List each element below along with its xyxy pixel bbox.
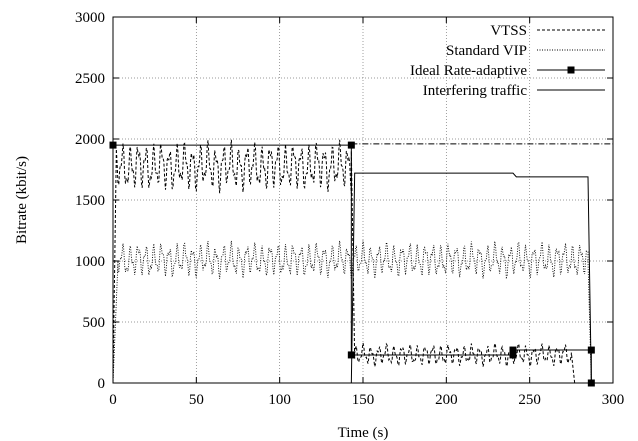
series-line-1 [112,240,592,384]
legend-label: Standard VIP [446,43,527,59]
y-axis-label: Bitrate (kbit/s) [14,156,30,244]
y-tick-label: 1000 [75,254,105,270]
y-tick-label: 500 [83,315,106,331]
legend-label: Ideal Rate-adaptive [410,63,527,79]
x-tick-label: 250 [518,392,541,408]
x-tick-label: 150 [352,392,375,408]
y-tick-label: 2500 [75,71,105,87]
legend-label: Interfering traffic [423,83,528,99]
series-layer [109,139,613,387]
series-marker [509,346,517,354]
legend-label: VTSS [490,23,527,39]
ticks: 0 50 100 150 200 250 3000500100015002000250030… [75,10,624,408]
series-marker [509,351,517,359]
grid [113,17,613,383]
x-tick-label: 200 [435,392,458,408]
x-tick-label: 0 [109,392,117,408]
legend-marker [567,66,575,74]
legend: VTSS Standard VIP Ideal Rate-adaptive Inter… [410,23,605,99]
series-line-0 [112,139,576,384]
x-tick-label: 50 [189,392,204,408]
series-marker [347,141,355,149]
y-tick-label: 0 [98,376,106,392]
y-tick-label: 3000 [75,10,105,26]
y-tick-label: 2000 [75,132,105,148]
y-tick-label: 1500 [75,193,105,209]
x-axis-label: Time (s) [338,425,389,441]
series-line-3 [113,172,597,384]
x-tick-label: 100 [268,392,291,408]
x-tick-label: 300 [602,392,625,408]
series-marker [587,346,595,354]
